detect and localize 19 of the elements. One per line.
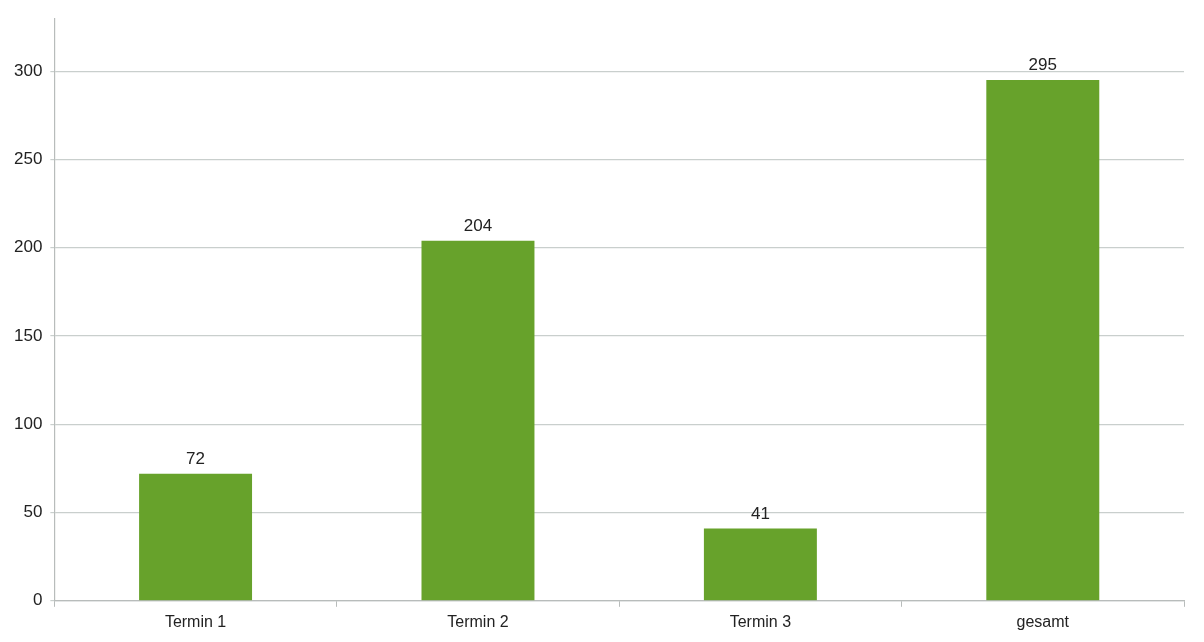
- y-tick-label: 150: [13, 325, 43, 345]
- x-tick-label: Termin 2: [447, 612, 509, 630]
- bar: [986, 79, 1100, 601]
- bar: [139, 473, 253, 601]
- x-tick-label: gesamt: [1016, 612, 1070, 630]
- data-label: 72: [186, 448, 206, 468]
- data-label: 41: [750, 503, 770, 523]
- x-tick-label: Termin 3: [729, 612, 792, 630]
- data-label: 204: [463, 215, 493, 235]
- bar: [421, 240, 535, 601]
- y-tick-label: 300: [13, 60, 43, 80]
- bar: [703, 528, 817, 601]
- x-tick-label: Termin 1: [164, 612, 227, 630]
- y-tick-label: 250: [13, 149, 43, 169]
- y-tick-label: 50: [23, 502, 43, 522]
- y-tick-label: 0: [32, 590, 43, 610]
- y-tick-label: 100: [13, 413, 43, 433]
- y-tick-label: 200: [13, 237, 43, 257]
- data-label: 295: [1028, 55, 1057, 75]
